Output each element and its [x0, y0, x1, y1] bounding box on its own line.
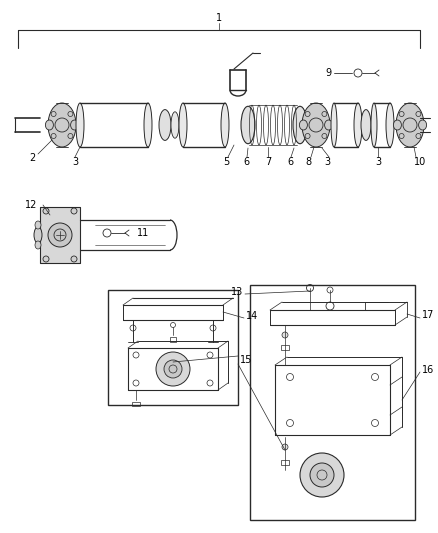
Text: 8: 8 [305, 157, 311, 167]
Text: 3: 3 [375, 157, 381, 167]
Ellipse shape [419, 120, 427, 130]
Text: 10: 10 [414, 157, 426, 167]
Ellipse shape [325, 120, 332, 130]
Circle shape [164, 360, 182, 378]
Circle shape [310, 463, 334, 487]
Ellipse shape [302, 103, 330, 147]
Circle shape [156, 352, 190, 386]
Ellipse shape [35, 241, 41, 249]
Ellipse shape [354, 103, 362, 147]
Ellipse shape [396, 103, 424, 147]
Text: 5: 5 [223, 157, 229, 167]
Bar [40, 207, 80, 263]
Text: 12: 12 [25, 200, 37, 210]
Circle shape [71, 208, 77, 214]
Bar [132, 402, 140, 406]
Text: 17: 17 [422, 310, 434, 320]
Circle shape [54, 229, 66, 241]
Ellipse shape [34, 227, 42, 243]
Ellipse shape [300, 120, 307, 130]
Ellipse shape [241, 106, 255, 144]
Ellipse shape [393, 120, 401, 130]
Text: 3: 3 [324, 157, 330, 167]
Circle shape [309, 118, 323, 132]
Text: 13: 13 [231, 287, 243, 297]
Text: 2: 2 [29, 153, 35, 163]
Text: 1: 1 [216, 13, 222, 23]
Ellipse shape [159, 110, 171, 140]
Text: 7: 7 [265, 157, 271, 167]
Ellipse shape [386, 103, 394, 147]
Text: 6: 6 [243, 157, 249, 167]
Bar [40, 207, 80, 263]
Circle shape [282, 332, 288, 338]
Text: 9: 9 [326, 68, 332, 78]
Text: 11: 11 [137, 228, 149, 238]
Ellipse shape [71, 120, 78, 130]
Circle shape [71, 256, 77, 262]
Ellipse shape [35, 221, 41, 229]
Ellipse shape [361, 110, 371, 140]
Text: 14: 14 [246, 311, 258, 321]
Ellipse shape [371, 103, 377, 147]
Ellipse shape [48, 103, 76, 147]
Bar [250, 285, 415, 520]
Ellipse shape [46, 120, 53, 130]
Bar [108, 290, 238, 405]
Text: 6: 6 [287, 157, 293, 167]
Ellipse shape [293, 106, 307, 144]
Ellipse shape [76, 103, 84, 147]
Circle shape [43, 256, 49, 262]
Text: 15: 15 [240, 355, 252, 365]
Circle shape [300, 453, 344, 497]
Bar [281, 460, 289, 465]
Circle shape [282, 444, 288, 450]
Circle shape [48, 223, 72, 247]
Bar [281, 345, 289, 350]
Ellipse shape [331, 103, 337, 147]
Circle shape [403, 118, 417, 132]
Ellipse shape [221, 103, 229, 147]
Text: 3: 3 [72, 157, 78, 167]
Circle shape [43, 208, 49, 214]
Text: 16: 16 [422, 365, 434, 375]
Ellipse shape [171, 112, 179, 138]
Circle shape [55, 118, 69, 132]
Ellipse shape [144, 103, 152, 147]
Bar [170, 337, 176, 342]
Ellipse shape [179, 103, 187, 147]
